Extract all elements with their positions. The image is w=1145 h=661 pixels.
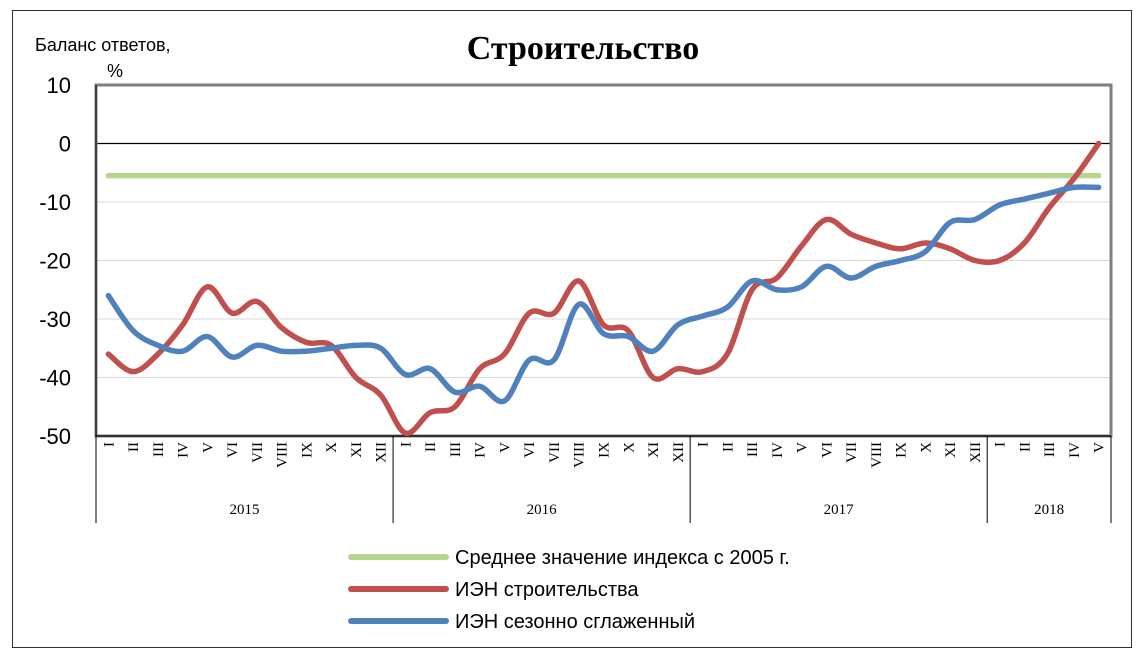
x-tick-label: XI (349, 442, 365, 458)
x-tick-label: VII (547, 442, 563, 463)
x-tick-label: VI (522, 442, 538, 458)
series-line-ien (105, 140, 1102, 436)
x-tick-label: X (621, 442, 637, 453)
x-tick-label: VI (225, 442, 241, 458)
chart: Строительство Баланс ответов, % 10 0 -10 -2… (35, 30, 1113, 633)
x-tick-label: I (398, 442, 414, 447)
x-tick-label: V (497, 442, 513, 453)
x-tick-label: III (1042, 442, 1058, 457)
x-tick-label: V (1092, 442, 1108, 453)
x-tick-label: I (101, 442, 117, 447)
legend-item-ien: ИЭН строительства (348, 579, 639, 601)
y-tick-labels: 10 0 -10 -20 -30 -40 -50 (39, 73, 71, 449)
x-tick-label: XII (671, 442, 687, 463)
series-line-ien-smoothed (105, 184, 1102, 405)
y-tick-label: -30 (39, 307, 71, 332)
x-tick-label: II (1017, 442, 1033, 452)
x-tick-label: XII (968, 442, 984, 463)
grid-layer (94, 83, 1113, 438)
x-tick-label: VII (250, 442, 266, 463)
y-tick-label: 0 (59, 132, 71, 157)
year-label: 2017 (824, 502, 855, 518)
x-tick-label: II (126, 442, 142, 452)
y-tick-label: 10 (47, 73, 71, 98)
x-tick-label: VI (819, 442, 835, 458)
y-tick-label: -40 (39, 366, 71, 391)
legend: Среднее значение индекса с 2005 г. ИЭН ст… (348, 547, 790, 633)
year-labels: 2015 2016 2017 2018 (95, 436, 1112, 523)
x-tick-label: IX (894, 442, 910, 458)
x-tick-label: X (324, 442, 340, 453)
chart-title: Строительство (467, 30, 700, 67)
x-tick-label: III (745, 442, 761, 457)
x-tick-label: II (423, 442, 439, 452)
legend-label: ИЭН сезонно сглаженный (455, 611, 695, 633)
x-tick-label: IX (597, 442, 613, 458)
x-tick-labels: I II III IV V VI VII VIII IX X XI XII I II III IV V VI VII… (101, 442, 1107, 468)
x-tick-label: V (795, 442, 811, 453)
x-tick-label: XI (646, 442, 662, 458)
y-tick-label: -10 (39, 190, 71, 215)
chart-frame: Строительство Баланс ответов, % 10 0 -10 -2… (12, 10, 1132, 648)
x-tick-label: III (151, 442, 167, 457)
x-tick-label: VIII (572, 442, 588, 468)
x-tick-label: VIII (869, 442, 885, 468)
y-tick-label: -20 (39, 249, 71, 274)
year-label: 2015 (230, 502, 260, 518)
x-tick-label: VIII (275, 442, 291, 468)
series-layer (105, 140, 1102, 436)
x-tick-label: XI (943, 442, 959, 458)
x-tick-label: XII (374, 442, 390, 463)
x-tick-label: IV (473, 442, 489, 458)
y-tick-label: -50 (39, 424, 71, 449)
y-axis-label: Баланс ответов, (35, 35, 171, 55)
x-tick-label: II (720, 442, 736, 452)
x-tick-label: V (200, 442, 216, 453)
x-tick-label: X (918, 442, 934, 453)
year-label: 2018 (1034, 502, 1064, 518)
x-tick-label: I (993, 442, 1009, 447)
x-tick-label: VII (844, 442, 860, 463)
legend-item-average: Среднее значение индекса с 2005 г. (348, 547, 790, 569)
y-axis-unit: % (107, 61, 123, 81)
x-tick-label: I (696, 442, 712, 447)
year-label: 2016 (527, 502, 558, 518)
legend-label: ИЭН строительства (455, 579, 639, 601)
legend-item-ien-smoothed: ИЭН сезонно сглаженный (348, 611, 695, 633)
x-tick-label: IV (176, 442, 192, 458)
x-tick-label: IX (299, 442, 315, 458)
legend-label: Среднее значение индекса с 2005 г. (455, 547, 790, 569)
x-tick-label: IV (1067, 442, 1083, 458)
x-tick-label: III (448, 442, 464, 457)
x-tick-label: IV (770, 442, 786, 458)
